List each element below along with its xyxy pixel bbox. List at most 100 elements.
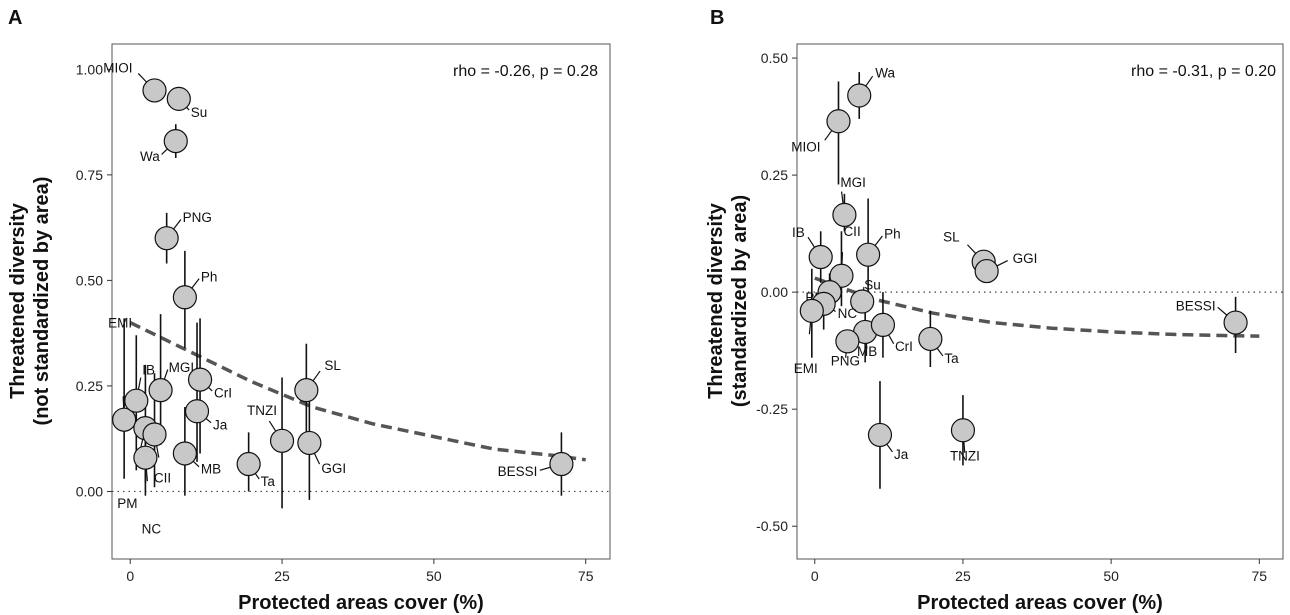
point-label-a-cri: CrI [214, 386, 232, 401]
point-b-mioi [826, 109, 851, 134]
point-label-a-sl: SL [324, 358, 341, 373]
point-a-nc [133, 445, 158, 470]
leader-b-png [845, 352, 847, 358]
point-b-wa [847, 83, 872, 108]
leader-b-mb [865, 343, 868, 349]
point-label-a-nc: NC [142, 522, 162, 537]
point-label-b-sl: SL [943, 230, 960, 245]
leader-b-sl [966, 244, 977, 254]
leader-a-mgi [163, 369, 169, 380]
leader-b-cii [841, 252, 844, 265]
point-label-a-bessi: BESSI [498, 464, 538, 479]
point-a-mb [172, 441, 197, 466]
plot-frame-b [796, 43, 1284, 560]
point-b-ggi [974, 258, 999, 284]
point-label-b-ggi: GGI [1013, 251, 1038, 266]
point-label-a-mb: MB [201, 461, 221, 476]
y-tick-label-b-1: -0.25 [756, 401, 788, 417]
y-tick-label-a-3: 0.75 [76, 167, 103, 183]
leader-a-ggi [313, 453, 321, 465]
leader-a-mioi [137, 73, 147, 83]
point-b-cri [870, 312, 896, 338]
point-label-b-png: PNG [831, 353, 860, 368]
x-tick-label-b-75: 75 [1252, 568, 1268, 584]
point-label-b-ib: IB [792, 225, 805, 240]
leader-a-cii [156, 445, 160, 458]
y-tick-label-a-4: 1.00 [76, 61, 103, 77]
x-tick-label-b-25: 25 [955, 568, 971, 584]
point-a-ja [184, 399, 210, 424]
y-tick-label-a-2: 0.50 [76, 272, 103, 288]
point-b-bessi [1223, 310, 1248, 335]
y-tick-label-a-1: 0.25 [76, 378, 103, 394]
leader-b-bessi [1217, 306, 1228, 316]
leader-b-ph [874, 235, 883, 246]
leader-b-ja [886, 443, 893, 453]
point-b-su [850, 289, 875, 314]
y-tick-label-a-0: 0.00 [76, 483, 103, 499]
leader-a-nc [145, 469, 148, 482]
leader-a-wa [161, 148, 168, 155]
leader-b-wa [865, 75, 874, 87]
point-label-b-wa: Wa [875, 66, 895, 81]
point-label-b-emi: EMI [794, 361, 818, 376]
point-label-b-tnzi: TNZI [950, 448, 980, 463]
x-axis-title-a: Protected areas cover (%) [238, 592, 484, 614]
trend-line-b [814, 276, 1260, 338]
point-label-a-pm: PM [117, 496, 137, 511]
point-label-a-tnzi: TNZI [247, 403, 277, 418]
point-label-a-emi: EMI [108, 316, 132, 331]
point-a-cri [187, 367, 213, 392]
leader-a-su [186, 106, 190, 111]
point-b-ph [856, 242, 881, 267]
point-a-png [154, 226, 179, 251]
x-tick-label-a-75: 75 [578, 568, 594, 584]
point-label-b-bessi: BESSI [1176, 299, 1216, 314]
leader-b-emi [808, 322, 812, 335]
point-a-ph [172, 285, 197, 310]
y-tick-label-b-0: -0.50 [756, 518, 788, 534]
plot-layer-a: 0 25 50 75 0.00 0.25 0.50 0.75 1.00 MIOI Su Wa PNG Ph… [76, 60, 610, 584]
point-b-emi [799, 298, 824, 323]
point-b-ib [808, 244, 833, 270]
leader-b-mgi [840, 191, 844, 204]
point-label-a-su: Su [191, 105, 208, 120]
trend-line-a [129, 321, 586, 462]
leader-a-ta [254, 473, 260, 480]
point-b-png [835, 329, 860, 354]
point-b-tnzi [950, 418, 976, 443]
leader-a-ib [137, 377, 142, 390]
plot-frame-a [111, 43, 611, 560]
x-tick-label-b-0: 0 [811, 568, 819, 584]
leader-b-ta [936, 347, 944, 357]
point-label-a-mgi: MGI [169, 360, 195, 375]
leader-a-cri [208, 386, 213, 392]
y-axis-title-b-line2: (standardized by area) [729, 195, 751, 407]
point-b-cii [829, 263, 854, 288]
panel-a: A rho = -0.26, p = 0.28 Protected areas … [7, 7, 611, 614]
point-label-a-cii: CII [154, 470, 171, 485]
point-b-mgi [832, 202, 857, 227]
leader-b-nc [833, 309, 836, 312]
point-a-tnzi [269, 428, 295, 453]
point-label-a-wa: Wa [140, 149, 160, 164]
panel-letter-a: A [8, 7, 22, 29]
point-a-sl [294, 378, 319, 403]
leader-b-ib [807, 236, 816, 248]
point-a-emi [112, 407, 137, 432]
stat-annotation-a: rho = -0.26, p = 0.28 [453, 63, 598, 80]
point-a-su [166, 86, 191, 111]
y-tick-label-b-4: 0.50 [761, 50, 788, 66]
point-label-b-cii: CII [843, 224, 860, 239]
point-label-b-mioi: MIOI [791, 139, 820, 154]
point-b-ta [918, 326, 943, 352]
point-label-b-su: Su [864, 278, 881, 293]
leader-a-ph [191, 278, 200, 289]
leader-b-cri [888, 334, 895, 345]
point-label-b-mb: MB [857, 344, 877, 359]
leader-b-mioi [824, 130, 833, 141]
point-a-ib [124, 388, 149, 413]
stat-annotation-b: rho = -0.31, p = 0.20 [1131, 63, 1276, 80]
y-tick-label-b-3: 0.25 [761, 167, 788, 183]
